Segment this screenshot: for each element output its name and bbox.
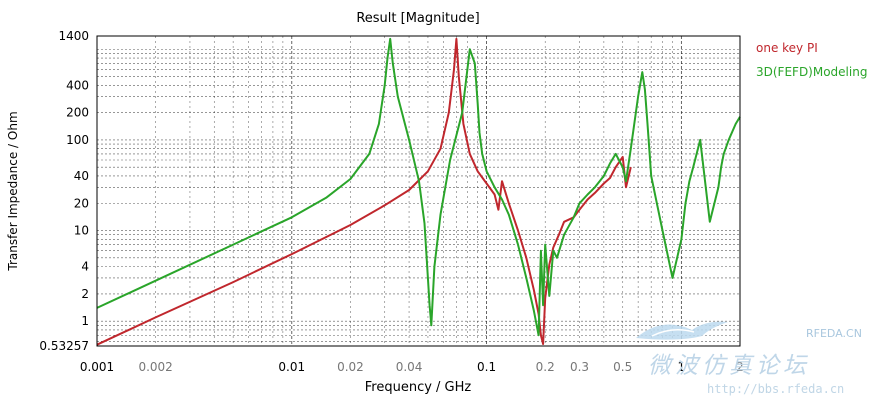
x-tick-label: 0.002 <box>138 360 172 374</box>
x-tick-label: 0.01 <box>278 360 305 374</box>
watermark-tag: RFEDA.CN <box>806 327 862 340</box>
x-tick-label: 1 <box>678 360 686 374</box>
y-axis-label: Transfer Impedance / Ohm <box>6 111 20 271</box>
watermark-logo <box>632 312 732 348</box>
watermark-url: http://bbs.rfeda.cn <box>707 382 845 396</box>
x-tick-label: 0.1 <box>477 360 496 374</box>
x-tick-label: 2 <box>736 360 744 374</box>
y-tick-label: 1 <box>81 314 89 328</box>
x-tick-label: 0.001 <box>80 360 114 374</box>
legend-item-2: 3D(FEFD)Modeling <box>756 65 867 79</box>
y-tick-label: 2 <box>81 287 89 301</box>
x-tick-labels: 0.001 0.002 0.01 0.02 0.04 0.1 0.2 0.3 0.5 1 2 <box>80 360 744 374</box>
y-tick-label: 10 <box>74 224 89 238</box>
y-tick-label: 20 <box>74 196 89 210</box>
x-tick-label: 0.2 <box>536 360 555 374</box>
plot-frame <box>96 35 741 347</box>
grid <box>96 36 741 346</box>
x-axis-label: Frequency / GHz <box>365 380 472 395</box>
y-tick-label: 0.53257 <box>39 339 89 353</box>
x-tick-label: 0.5 <box>613 360 632 374</box>
x-tick-label: 0.3 <box>570 360 589 374</box>
y-tick-label: 1400 <box>58 29 89 43</box>
legend-item-1: one key PI <box>756 41 818 55</box>
legend: one key PI 3D(FEFD)Modeling <box>756 41 867 79</box>
series-line-1 <box>96 37 632 346</box>
y-tick-label: 200 <box>66 106 89 120</box>
series-group <box>96 37 741 346</box>
y-tick-label: 400 <box>66 78 89 92</box>
y-tick-label: 4 <box>81 260 89 274</box>
bird-logo-icon <box>636 321 728 340</box>
x-tick-label: 0.02 <box>337 360 364 374</box>
chart-title: Result [Magnitude] <box>356 11 479 26</box>
y-tick-label: 100 <box>66 133 89 147</box>
watermark-text: 微波仿真论坛 <box>648 353 810 379</box>
y-tick-labels: 0.53257 1 2 4 10 20 40 100 200 400 1400 <box>39 29 89 353</box>
y-tick-label: 40 <box>74 169 89 183</box>
x-tick-label: 0.04 <box>396 360 423 374</box>
series-line-2 <box>96 37 741 337</box>
